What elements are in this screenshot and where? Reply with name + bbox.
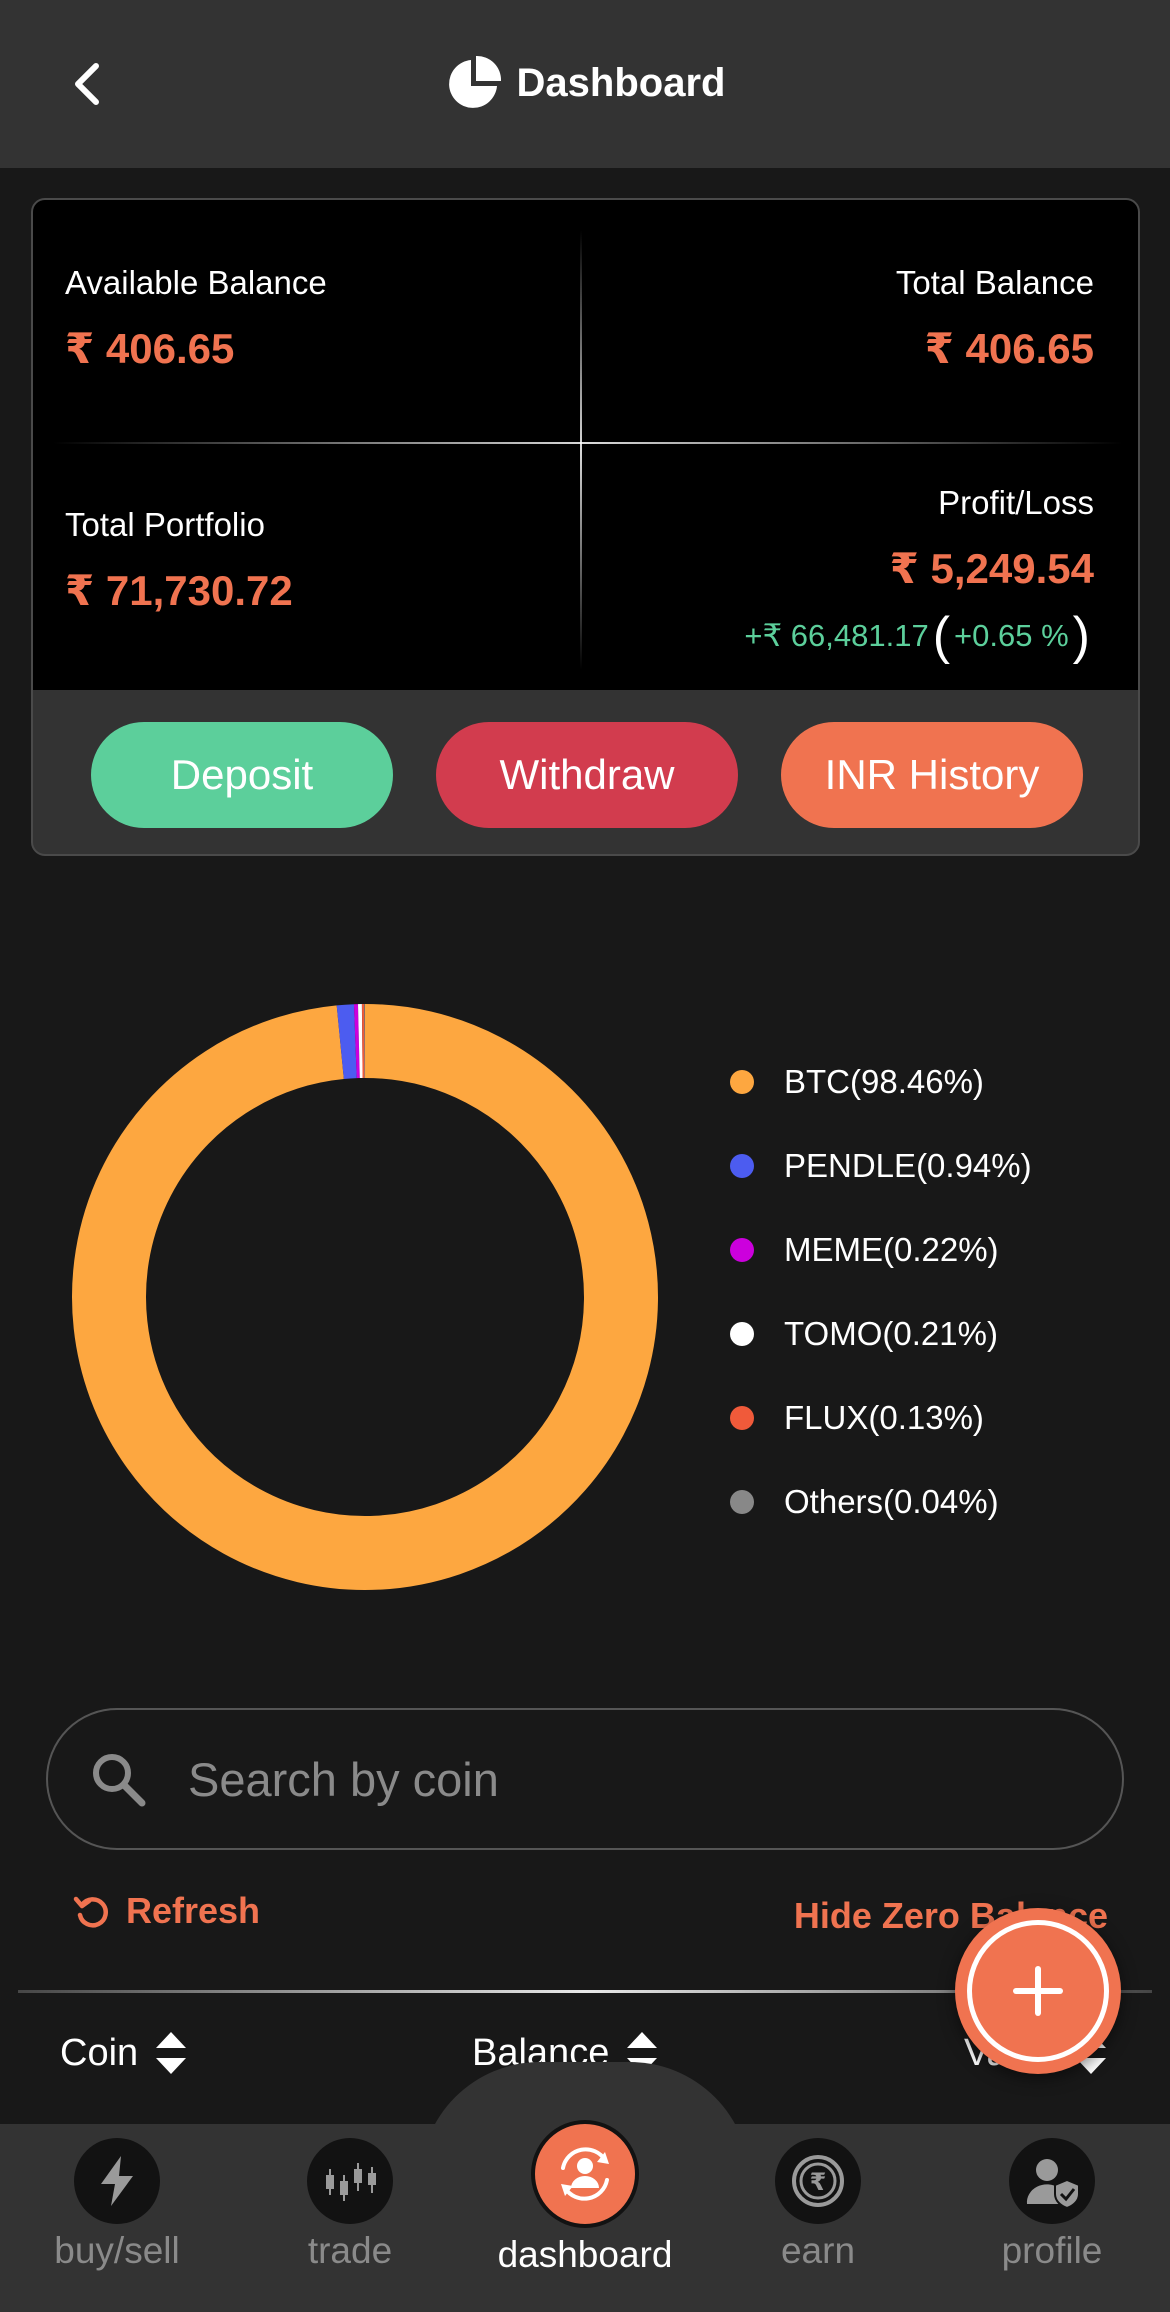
total-balance-label: Total Balance <box>895 264 1094 301</box>
search-icon <box>93 1754 146 1807</box>
total-balance-value: ₹ 406.65 <box>924 325 1094 372</box>
profile-shield-icon <box>1009 2138 1095 2224</box>
nav-label-buy-sell: buy/sell <box>54 2230 180 2271</box>
legend-label: Others <box>784 1483 884 1520</box>
grid-divider-vertical <box>580 230 582 670</box>
deposit-button[interactable]: Deposit <box>91 722 393 828</box>
legend-percentage: (0.13%) <box>868 1399 984 1436</box>
search-input[interactable] <box>188 1751 1038 1807</box>
grid-divider-horizontal <box>53 442 1123 444</box>
close-paren: ) <box>1072 607 1090 665</box>
pie-chart-icon <box>448 55 501 108</box>
nav-item-trade[interactable]: trade <box>250 2138 450 2272</box>
page-title: Dashboard <box>516 60 726 105</box>
search-bar[interactable] <box>46 1708 1124 1850</box>
action-buttons: Deposit Withdraw INR History <box>33 722 1138 828</box>
profit-loss-change-amount: +₹ 66,481.17 <box>744 618 929 653</box>
legend-label: BTC <box>784 1063 850 1100</box>
legend-dot <box>730 1406 754 1430</box>
nav-label-profile: profile <box>1001 2230 1103 2271</box>
legend-percentage: (98.46%) <box>850 1063 984 1100</box>
legend-dot <box>730 1322 754 1346</box>
fab-ring <box>967 1920 1109 2062</box>
header-title-group: Dashboard <box>0 50 1170 116</box>
legend-item-flux: FLUX (0.13%) <box>730 1376 1150 1460</box>
profit-loss-change: +₹ 66,481.17 ( +0.65 % ) <box>744 610 1094 662</box>
sort-icon <box>156 2032 187 2074</box>
nav-item-dashboard[interactable]: dashboard <box>485 2120 685 2276</box>
legend-item-others: Others (0.04%) <box>730 1460 1150 1544</box>
svg-text:₹: ₹ <box>810 2168 827 2196</box>
legend-percentage: (0.94%) <box>916 1147 1032 1184</box>
column-header-coin[interactable]: Coin <box>60 2030 188 2076</box>
donut-slice-btc <box>72 1004 658 1590</box>
candlestick-icon <box>307 2138 393 2224</box>
nav-item-buy-sell[interactable]: buy/sell <box>17 2138 217 2272</box>
refresh-label: Refresh <box>126 1890 261 1931</box>
rupee-coin-icon: ₹ <box>775 2138 861 2224</box>
chart-legend: BTC (98.46%) PENDLE (0.94%) MEME (0.22%) TO… <box>730 1040 1150 1544</box>
profit-loss-value: ₹ 5,249.54 <box>889 545 1094 592</box>
donut-slice-pendle <box>336 1004 358 1080</box>
total-portfolio-label: Total Portfolio <box>65 506 265 543</box>
legend-percentage: (0.21%) <box>882 1315 998 1352</box>
legend-dot <box>730 1490 754 1514</box>
balance-grid: Available Balance ₹ 406.65 Total Balance… <box>33 200 1138 690</box>
back-button[interactable] <box>56 52 120 116</box>
open-paren: ( <box>932 607 951 665</box>
legend-label: FLUX <box>784 1399 869 1436</box>
legend-label: PENDLE <box>784 1147 917 1184</box>
withdraw-button[interactable]: Withdraw <box>436 722 738 828</box>
add-fab-button[interactable] <box>955 1908 1121 2074</box>
column-header-coin-label: Coin <box>60 2031 139 2074</box>
legend-percentage: (0.22%) <box>883 1231 999 1268</box>
legend-item-btc: BTC (98.46%) <box>730 1040 1150 1124</box>
dashboard-user-icon <box>531 2120 639 2228</box>
total-portfolio-value: ₹ 71,730.72 <box>65 567 293 614</box>
legend-item-tomo: TOMO (0.21%) <box>730 1292 1150 1376</box>
portfolio-donut-chart <box>72 1003 658 1590</box>
legend-item-meme: MEME (0.22%) <box>730 1208 1150 1292</box>
profit-loss-change-pct: +0.65 % <box>954 618 1069 653</box>
lightning-icon <box>74 2138 160 2224</box>
legend-percentage: (0.04%) <box>883 1483 999 1520</box>
legend-dot <box>730 1070 754 1094</box>
legend-item-pendle: PENDLE (0.94%) <box>730 1124 1150 1208</box>
refresh-button[interactable]: Refresh <box>72 1890 260 1932</box>
nav-label-earn: earn <box>780 2230 856 2271</box>
available-balance-label: Available Balance <box>65 264 327 301</box>
available-balance-value: ₹ 406.65 <box>65 325 235 372</box>
inr-history-button[interactable]: INR History <box>781 722 1083 828</box>
app-header: Dashboard <box>0 0 1170 168</box>
legend-dot <box>730 1238 754 1262</box>
legend-dot <box>730 1154 754 1178</box>
nav-label-trade: trade <box>307 2230 393 2271</box>
nav-label-dashboard: dashboard <box>497 2234 673 2275</box>
balance-card: Available Balance ₹ 406.65 Total Balance… <box>31 198 1140 856</box>
legend-label: TOMO <box>784 1315 883 1352</box>
nav-item-earn[interactable]: ₹ earn <box>718 2138 918 2272</box>
legend-label: MEME <box>784 1231 883 1268</box>
refresh-icon <box>73 1896 108 1928</box>
nav-item-profile[interactable]: profile <box>952 2138 1152 2272</box>
table-divider <box>18 1990 1152 1993</box>
chevron-left-icon <box>75 63 99 105</box>
profit-loss-label: Profit/Loss <box>938 484 1094 521</box>
